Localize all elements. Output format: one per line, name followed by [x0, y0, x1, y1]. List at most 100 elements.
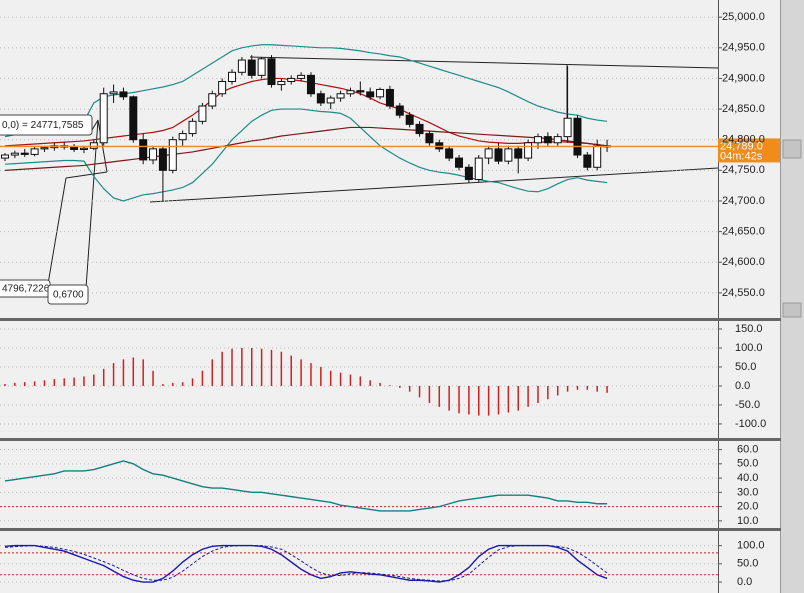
- panel-separator: [0, 528, 781, 531]
- candle-body: [563, 117, 572, 138]
- bar: [251, 347, 253, 386]
- candle-body: [247, 59, 256, 76]
- candle-body: [237, 59, 246, 73]
- y-tick-label: 24,950.0: [722, 42, 765, 54]
- candle-body: [109, 91, 118, 95]
- y-tick-label: 0.0: [735, 380, 750, 392]
- bar: [566, 385, 569, 392]
- trendline: [149, 167, 719, 203]
- annotation-connector: [47, 177, 67, 285]
- price-label-box: [718, 138, 780, 163]
- y-tick-label: 100.0: [735, 342, 763, 354]
- bar: [547, 385, 549, 400]
- bar: [497, 385, 500, 415]
- y-tick-label: 24,750.0: [722, 164, 765, 176]
- candle-body: [149, 148, 158, 161]
- y-tick-label: 24,800.0: [722, 134, 765, 146]
- candle-body: [257, 58, 266, 76]
- y-tick-label: -50.0: [735, 399, 760, 411]
- bar: [221, 351, 223, 386]
- bar: [379, 382, 381, 386]
- scroll-handle: [782, 302, 802, 318]
- bar: [576, 385, 579, 390]
- y-tick-label: 24,850.0: [722, 103, 765, 115]
- candle-body: [188, 120, 197, 135]
- candle-body: [415, 123, 424, 135]
- y-tick-label: 60.0: [737, 443, 758, 455]
- indicator-line: [4, 545, 608, 582]
- candle-body: [99, 93, 108, 144]
- bar: [438, 385, 441, 407]
- y-tick-label: 0.0: [737, 576, 752, 588]
- candle-body: [267, 58, 276, 86]
- bar: [310, 363, 312, 386]
- candle-body: [326, 97, 335, 104]
- candle-body: [366, 91, 375, 98]
- y-tick-label: 100.0: [737, 539, 765, 551]
- bar: [389, 385, 391, 386]
- bar: [517, 385, 519, 411]
- bar: [4, 384, 6, 386]
- bar: [448, 385, 450, 411]
- bar: [241, 347, 243, 386]
- bar: [260, 348, 263, 386]
- candle-body: [1, 154, 9, 159]
- bar: [181, 382, 184, 386]
- bar: [280, 351, 283, 386]
- scroll-strip: [781, 0, 804, 593]
- bar: [329, 370, 332, 386]
- y-tick-label: 150.0: [735, 323, 763, 335]
- annotation: 0,0) = 24771,7585: [2, 120, 84, 131]
- bar: [487, 385, 490, 416]
- indicator-line: [4, 544, 608, 583]
- candle-body: [385, 88, 394, 107]
- y-tick-label: 25,000.0: [722, 11, 765, 23]
- bar: [132, 357, 135, 386]
- countdown: 04m:42s: [720, 150, 763, 162]
- annotation-connector: [65, 171, 108, 179]
- candle-body: [573, 117, 582, 156]
- bar: [73, 377, 75, 386]
- annotation: 4796,7226: [2, 284, 50, 295]
- bar: [172, 382, 174, 386]
- bar: [537, 385, 539, 404]
- y-tick-label: 24,600.0: [722, 256, 765, 268]
- bar: [102, 368, 105, 386]
- candle-body: [593, 145, 602, 168]
- candle-body: [89, 142, 98, 149]
- candle-body: [277, 80, 286, 86]
- candle-body: [346, 90, 355, 95]
- candle-body: [228, 71, 237, 82]
- bar: [23, 382, 26, 386]
- bar: [83, 376, 85, 386]
- y-tick-label: 40.0: [737, 472, 758, 484]
- candle-body: [494, 148, 503, 162]
- candle-body: [306, 74, 315, 95]
- bar: [231, 348, 233, 386]
- price-label: 24,789.0: [720, 140, 763, 152]
- candle-body: [455, 157, 464, 168]
- annotations: 0,0) = 24771,7585 4796,7226 0,6700: [0, 114, 93, 305]
- panel-separator: [0, 438, 781, 441]
- bar: [122, 359, 125, 386]
- candle-body: [543, 136, 552, 144]
- y-tick-label: 10.0: [737, 515, 758, 527]
- candle-body: [484, 148, 493, 159]
- bar: [478, 385, 480, 416]
- candle-body: [70, 146, 79, 151]
- bar: [112, 363, 115, 386]
- annotation-box: [0, 114, 93, 136]
- annotation: 0,6700: [53, 290, 84, 301]
- bar: [320, 366, 322, 386]
- annotation-box: [47, 284, 89, 305]
- candle-body: [178, 133, 187, 141]
- candle-body: [504, 148, 513, 162]
- candle-body: [40, 147, 49, 150]
- y-tick-label: 24,650.0: [722, 226, 765, 238]
- bar: [211, 359, 214, 386]
- candle-body: [79, 147, 88, 151]
- trendline: [249, 56, 719, 69]
- candle-body: [524, 142, 533, 159]
